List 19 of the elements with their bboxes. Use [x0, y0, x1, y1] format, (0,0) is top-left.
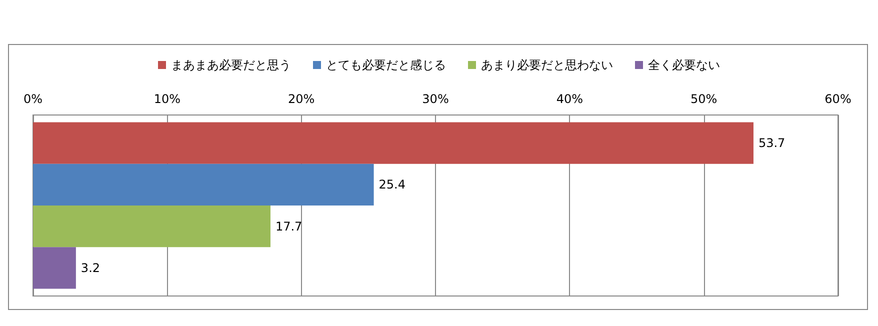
bar — [33, 122, 754, 164]
x-tick-label: 20% — [288, 92, 315, 106]
x-tick-label: 30% — [422, 92, 449, 106]
legend-label: 全く必要ない — [648, 58, 720, 72]
data-label: 3.2 — [80, 260, 100, 275]
data-label: 25.4 — [378, 178, 406, 192]
x-tick-label: 10% — [154, 92, 181, 106]
legend-label: まあまあ必要だと思う — [171, 58, 291, 72]
data-label: 17.7 — [275, 219, 302, 234]
x-tick-label: 0% — [23, 92, 43, 106]
x-tick-label: 50% — [690, 92, 718, 106]
bar — [33, 247, 76, 289]
data-label: 53.7 — [758, 136, 786, 150]
x-tick-label: 60% — [824, 92, 852, 106]
legend-label: あまり必要だと思わない — [481, 58, 613, 72]
bar — [33, 206, 270, 248]
x-tick-label: 40% — [556, 92, 584, 106]
bar — [33, 164, 374, 206]
legend-label: とても必要だと感じる — [326, 58, 446, 72]
